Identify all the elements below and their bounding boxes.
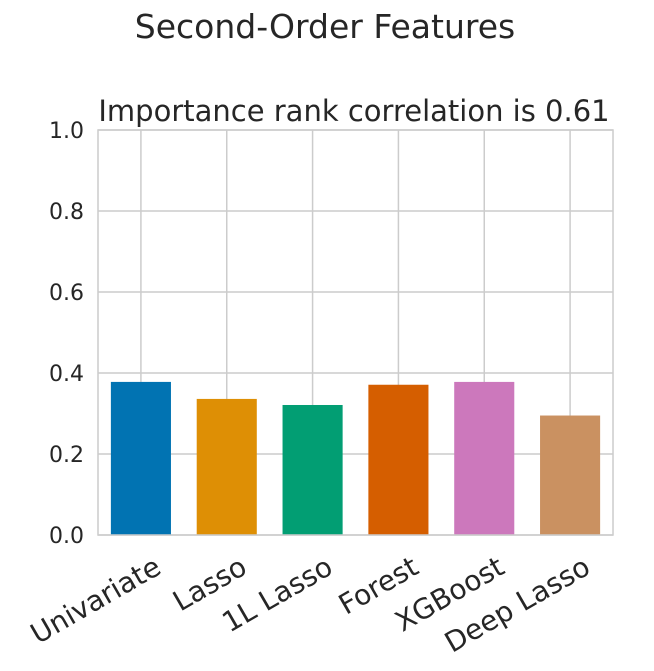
y-tick-label: 0.4 — [49, 362, 84, 387]
grid — [98, 129, 613, 536]
y-tick-label: 0.0 — [49, 524, 84, 549]
bars — [110, 381, 601, 535]
plot-frame — [97, 129, 614, 536]
y-axis-ticks: 0.0 0.2 0.4 0.6 0.8 1.0 — [49, 119, 84, 549]
chart-suptitle: Second-Order Features — [135, 7, 515, 46]
bar-deep-lasso — [540, 415, 601, 535]
y-tick-label: 0.8 — [49, 200, 84, 225]
y-tick-label: 0.6 — [49, 281, 84, 306]
bar-univariate — [110, 381, 171, 535]
y-tick-label: 0.2 — [49, 443, 84, 468]
bar-1l-lasso — [282, 404, 343, 535]
bar-lasso — [196, 398, 257, 535]
y-tick-label: 1.0 — [49, 119, 84, 144]
x-tick-label: Univariate — [25, 550, 167, 651]
bar-forest — [368, 384, 429, 535]
bar-xgboost — [454, 381, 515, 535]
chart-title: Importance rank correlation is 0.61 — [98, 94, 609, 128]
